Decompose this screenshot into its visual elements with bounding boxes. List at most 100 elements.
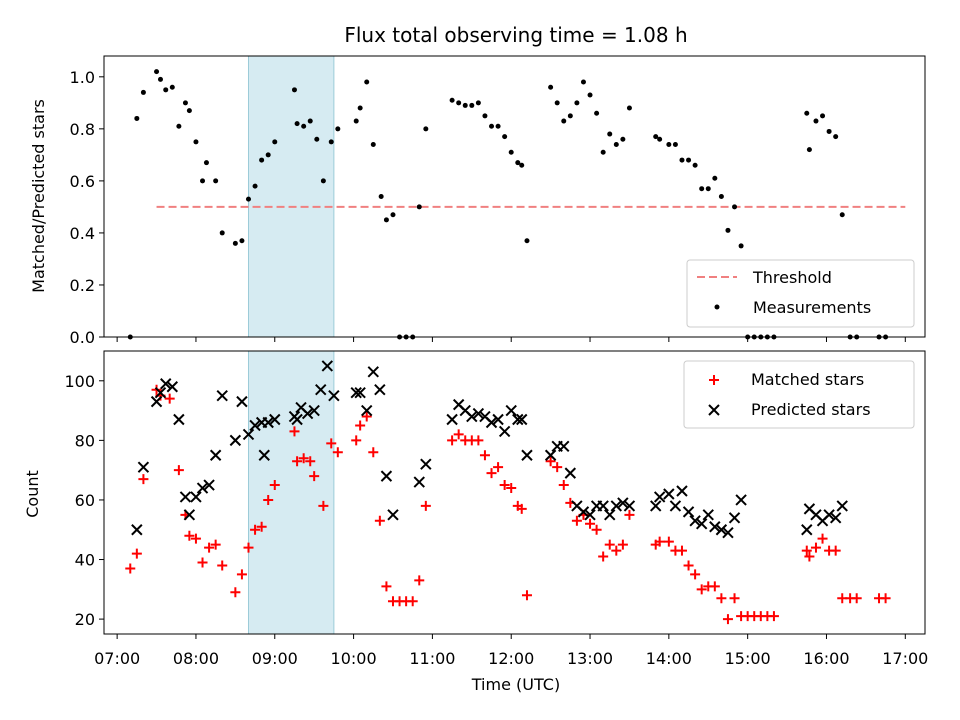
matched-star-point <box>138 474 149 485</box>
measurement-point <box>232 240 238 246</box>
top-axes-frame <box>103 55 926 338</box>
measurement-point <box>157 76 163 82</box>
measurement-point <box>186 108 192 114</box>
measurement-point <box>456 100 462 106</box>
predicted-star-point <box>702 509 714 521</box>
predicted-star-point <box>160 378 172 390</box>
measurement-point <box>259 157 265 163</box>
measurement-point <box>134 115 140 121</box>
bottom-shaded-span <box>247 350 335 635</box>
measurement-point <box>364 79 370 85</box>
x-tick-label: 14:00 <box>646 649 692 668</box>
matched-star-point <box>473 435 484 446</box>
matched-star-point <box>810 542 821 553</box>
measurement-point <box>176 123 182 129</box>
matched-star-point <box>768 611 779 622</box>
bottom-y-axis-label: Count <box>23 470 42 518</box>
predicted-star-point <box>836 500 848 512</box>
predicted-star-point <box>203 479 215 491</box>
x-tick-label: 15:00 <box>725 649 771 668</box>
matched-star-point <box>190 533 201 544</box>
matched-star-point <box>585 518 596 529</box>
matched-star-point <box>292 456 303 467</box>
predicted-star-point <box>150 395 163 408</box>
x-axis-label: Time (UTC) <box>471 675 560 694</box>
measurement-point <box>699 186 705 192</box>
legend-measurements-swatch <box>714 304 720 310</box>
matched-star-point <box>125 563 136 574</box>
matched-star-point <box>164 393 175 404</box>
predicted-star-point <box>610 500 623 512</box>
x-tick-label: 11:00 <box>409 649 455 668</box>
measurement-point <box>416 204 422 210</box>
measurement-point <box>567 113 573 119</box>
measurement-point <box>200 178 206 184</box>
top-y-tick-label: 0.0 <box>70 328 95 347</box>
measurement-point <box>580 79 586 85</box>
measurement-point <box>626 105 632 111</box>
measurement-point <box>666 141 672 147</box>
measurement-point <box>738 243 744 249</box>
matched-star-point <box>243 542 254 553</box>
matched-star-point <box>521 590 532 601</box>
measurement-point <box>515 160 521 166</box>
measurement-point <box>370 141 376 147</box>
predicted-star-point <box>577 506 590 518</box>
measurement-point <box>140 89 146 95</box>
predicted-star-point <box>669 500 682 512</box>
matched-star-point <box>355 420 366 431</box>
predicted-star-point <box>308 404 320 417</box>
predicted-star-point <box>179 491 192 503</box>
matched-star-point <box>298 453 309 464</box>
matched-star-point <box>318 500 329 511</box>
measurement-point <box>519 162 525 168</box>
predicted-star-point <box>216 389 228 402</box>
top-y-tick-label: 0.4 <box>70 224 95 243</box>
matched-star-point <box>326 438 337 449</box>
matched-star-point <box>506 483 517 494</box>
bottom-y-tick-label: 100 <box>64 372 95 391</box>
matched-star-point <box>414 575 425 586</box>
top-y-tick-label: 1.0 <box>70 68 95 87</box>
matched-star-point <box>184 530 195 541</box>
matched-star-point <box>545 456 556 467</box>
measurement-point <box>657 136 663 142</box>
matched-star-point <box>210 539 221 550</box>
measurement-point <box>169 84 175 90</box>
matched-star-point <box>552 462 563 473</box>
top-y-tick-label: 0.2 <box>70 276 95 295</box>
matched-star-point <box>250 524 261 535</box>
predicted-star-point <box>291 413 303 426</box>
bottom-legend-box <box>683 360 915 429</box>
measurement-point <box>561 118 567 124</box>
matched-star-point <box>611 545 622 556</box>
matched-star-point <box>516 503 527 514</box>
measurement-point <box>508 149 514 155</box>
measurement-point <box>594 110 600 116</box>
measurement-point <box>826 128 832 134</box>
matched-star-point <box>817 533 828 544</box>
matched-star-point <box>486 468 497 479</box>
predicted-star-point <box>420 458 432 470</box>
measurement-point <box>607 131 613 137</box>
measurement-point <box>314 136 320 142</box>
top-y-axis-label: Matched/Predicted stars <box>29 99 48 293</box>
predicted-star-point <box>823 509 835 521</box>
measurement-point <box>154 69 160 75</box>
matched-star-point <box>230 587 241 598</box>
matched-star-point <box>309 471 320 482</box>
predicted-star-point <box>258 449 270 461</box>
predicted-star-point <box>249 419 261 432</box>
x-tick-label: 17:00 <box>882 649 928 668</box>
predicted-star-point <box>131 524 143 536</box>
measurement-point <box>475 100 481 106</box>
measurement-point <box>725 227 731 233</box>
predicted-star-point <box>689 515 701 527</box>
predicted-star-point <box>190 491 202 503</box>
matched-star-point <box>624 509 635 520</box>
matched-star-point <box>654 536 665 547</box>
predicted-star-point <box>387 509 399 521</box>
predicted-star-point <box>466 410 478 423</box>
predicted-star-point <box>354 386 366 399</box>
legend-matched-swatch <box>709 375 719 385</box>
